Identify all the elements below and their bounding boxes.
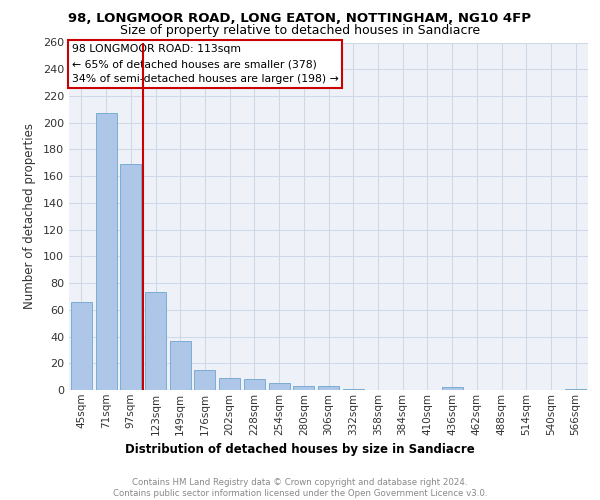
Text: Distribution of detached houses by size in Sandiacre: Distribution of detached houses by size … [125, 443, 475, 456]
Bar [244, 380, 265, 390]
Bar [145, 292, 166, 390]
Bar [343, 388, 364, 390]
Bar [71, 302, 92, 390]
Bar [565, 388, 586, 390]
Bar [219, 378, 240, 390]
Bar [293, 386, 314, 390]
Bar [95, 114, 116, 390]
Bar [170, 340, 191, 390]
Bar [120, 164, 141, 390]
Text: Size of property relative to detached houses in Sandiacre: Size of property relative to detached ho… [120, 24, 480, 37]
Bar [194, 370, 215, 390]
Y-axis label: Number of detached properties: Number of detached properties [23, 123, 36, 309]
Text: 98 LONGMOOR ROAD: 113sqm
← 65% of detached houses are smaller (378)
34% of semi-: 98 LONGMOOR ROAD: 113sqm ← 65% of detach… [71, 44, 338, 84]
Text: Contains HM Land Registry data © Crown copyright and database right 2024.
Contai: Contains HM Land Registry data © Crown c… [113, 478, 487, 498]
Bar [318, 386, 339, 390]
Text: 98, LONGMOOR ROAD, LONG EATON, NOTTINGHAM, NG10 4FP: 98, LONGMOOR ROAD, LONG EATON, NOTTINGHA… [68, 12, 532, 24]
Bar [442, 388, 463, 390]
Bar [269, 384, 290, 390]
